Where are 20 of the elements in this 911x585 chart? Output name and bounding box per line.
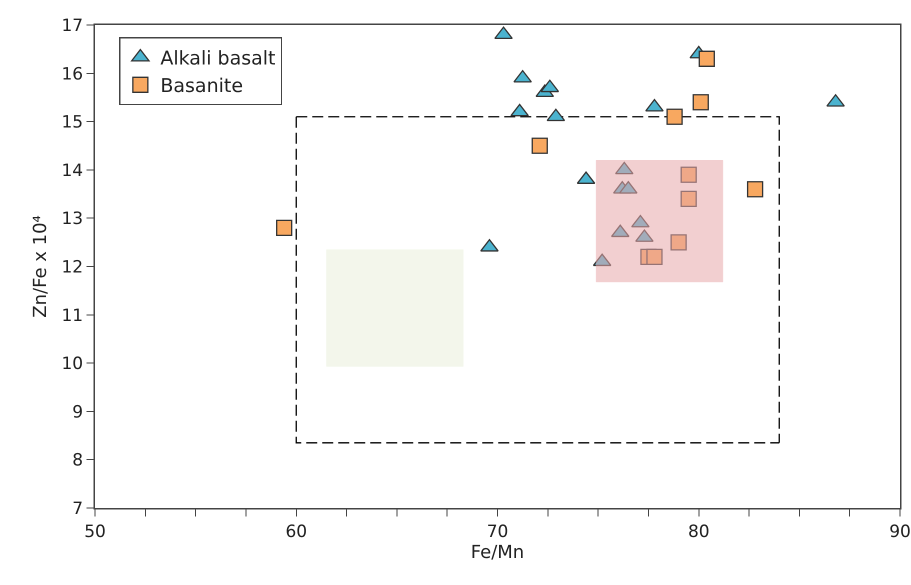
x-tick-label: 60 bbox=[285, 522, 308, 542]
y-tick-label: 16 bbox=[61, 64, 84, 84]
legend-label: Basanite bbox=[160, 75, 244, 98]
y-tick-label: 7 bbox=[72, 498, 84, 519]
y-tick-label: 12 bbox=[61, 257, 84, 278]
y-tick-label: 9 bbox=[72, 402, 84, 422]
y-tick-label: 15 bbox=[61, 112, 84, 133]
legend-label: Alkali basalt bbox=[160, 48, 276, 70]
x-tick-label: 70 bbox=[486, 522, 508, 542]
x-axis-title: Fe/Mn bbox=[470, 542, 524, 563]
y-tick-label: 17 bbox=[61, 16, 84, 36]
y-tick-label: 11 bbox=[61, 306, 84, 326]
y-tick-label: 14 bbox=[61, 160, 84, 181]
y-axis-title: Zn/Fe x 10⁴ bbox=[30, 215, 51, 318]
x-tick-label: 90 bbox=[889, 522, 911, 542]
x-tick-label: 50 bbox=[84, 522, 106, 542]
y-tick-label: 10 bbox=[61, 354, 84, 374]
y-tick-label: 13 bbox=[61, 209, 84, 230]
x-tick-label: 80 bbox=[688, 522, 710, 542]
y-tick-label: 8 bbox=[72, 450, 84, 471]
